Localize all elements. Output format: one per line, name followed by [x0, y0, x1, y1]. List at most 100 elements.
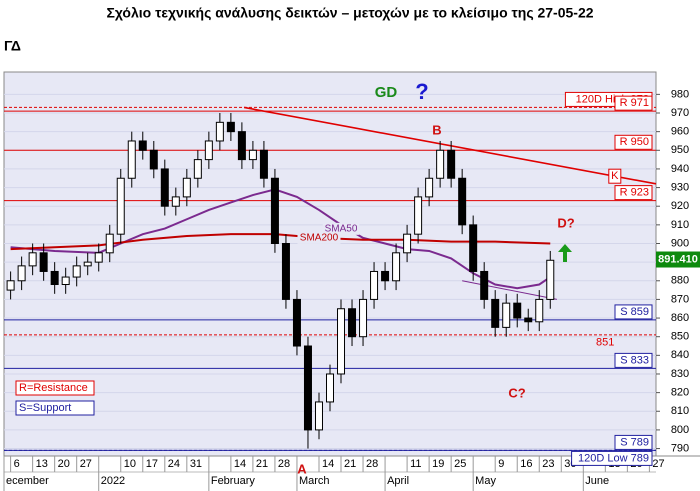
level-label: 851	[596, 337, 614, 349]
candle-body	[414, 196, 423, 235]
y-tick-label: 900	[671, 237, 689, 249]
x-tick-label: 14	[322, 458, 334, 470]
candle-body	[105, 233, 114, 254]
x-tick-label: 16	[520, 458, 532, 470]
candle-body	[513, 302, 522, 319]
level-label-box	[614, 352, 653, 368]
candle-body	[6, 280, 15, 291]
candle-body	[292, 298, 301, 347]
candle-body	[359, 298, 368, 338]
candle-body	[491, 298, 500, 328]
candle-body	[502, 302, 511, 328]
x-tick-label: 13	[36, 458, 48, 470]
annotation: GD	[375, 84, 398, 101]
x-tick-label: 14	[234, 458, 246, 470]
candle-body	[480, 270, 489, 300]
candle-body	[116, 177, 125, 235]
candle-body	[193, 159, 202, 179]
y-tick-label: 800	[671, 424, 689, 436]
level-label: S 789	[620, 436, 649, 448]
annotation: ?	[415, 79, 428, 104]
x-tick-label: 21	[256, 458, 268, 470]
x-tick-label: 11	[410, 458, 421, 470]
x-tick-label: 28	[278, 458, 290, 470]
x-tick-label: 9	[498, 458, 504, 470]
month-label: 2022	[101, 475, 125, 487]
y-tick-label: 870	[671, 293, 689, 305]
candle-body	[348, 308, 357, 338]
y-tick-label: 850	[671, 331, 689, 343]
annotation: B	[432, 122, 441, 137]
level-label-box	[614, 434, 653, 450]
candle-body	[259, 149, 268, 179]
y-tick-label: 790	[671, 442, 689, 454]
legend-box	[15, 400, 95, 416]
x-tick-label: 27	[80, 458, 92, 470]
arrow	[558, 244, 572, 262]
annotation: A	[297, 461, 307, 476]
level-label: 120D Low 789	[578, 452, 649, 464]
candle-body	[248, 149, 257, 161]
y-tick-label: 940	[671, 163, 689, 175]
ma-line	[10, 188, 551, 290]
level-label-box	[614, 95, 653, 111]
level-label-box	[614, 304, 653, 320]
y-tick-label: 880	[671, 275, 689, 287]
legend-box	[15, 380, 95, 396]
y-tick-label: 960	[671, 126, 689, 138]
candle-body	[160, 168, 169, 207]
candle-body	[303, 345, 312, 431]
candle-body	[171, 196, 180, 207]
level-label: R 950	[620, 136, 649, 148]
candle-body	[39, 252, 48, 272]
month-label: May	[475, 475, 496, 487]
ma-label-box	[322, 222, 360, 235]
y-tick-label: 830	[671, 368, 689, 380]
x-tick-label: 25	[454, 458, 466, 470]
x-tick-label: 27	[652, 458, 664, 470]
y-tick-label: 930	[671, 181, 689, 193]
candle-body	[94, 252, 103, 263]
candle-body	[447, 149, 456, 179]
candle-body	[72, 265, 81, 278]
candle-body	[392, 252, 401, 282]
y-tick-label: 840	[671, 349, 689, 361]
level-label: R 923	[620, 187, 649, 199]
y-tick-label: 810	[671, 405, 689, 417]
candle-body	[83, 261, 92, 267]
candle-body	[524, 317, 533, 323]
candle-body	[281, 242, 290, 300]
level-label: R 971	[620, 97, 649, 109]
x-tick-label: 31	[190, 458, 202, 470]
last-price-box	[656, 251, 700, 268]
level-label-box	[614, 134, 653, 150]
month-label: March	[299, 475, 330, 487]
y-tick-label: 820	[671, 387, 689, 399]
month-label: ecember	[6, 475, 49, 487]
ma-label-box	[297, 231, 341, 244]
annotation: D?	[557, 215, 574, 230]
candle-body	[381, 270, 390, 282]
candle-body	[425, 177, 434, 198]
month-label: April	[387, 475, 409, 487]
trend-line	[462, 280, 557, 300]
x-tick-label: 21	[344, 458, 356, 470]
candle-body	[149, 149, 158, 170]
candle-body	[17, 265, 26, 282]
ma-label: SMA200	[300, 233, 339, 244]
candle-body	[50, 270, 59, 286]
trend-label: K	[611, 170, 619, 182]
last-price-label: 891.410	[658, 253, 698, 265]
candle-body	[436, 149, 445, 179]
y-tick-label: 950	[671, 144, 689, 156]
candle-body	[535, 298, 544, 323]
candle-body	[370, 270, 379, 300]
y-tick-label: 970	[671, 107, 689, 119]
chart-title: Σχόλιο τεχνικής ανάλυσης δεικτών – μετοχ…	[106, 5, 593, 21]
x-tick-label: 19	[432, 458, 444, 470]
level-label: S 833	[620, 354, 649, 366]
candle-body	[127, 140, 136, 179]
level-label-box	[571, 450, 653, 466]
candle-body	[314, 401, 323, 431]
